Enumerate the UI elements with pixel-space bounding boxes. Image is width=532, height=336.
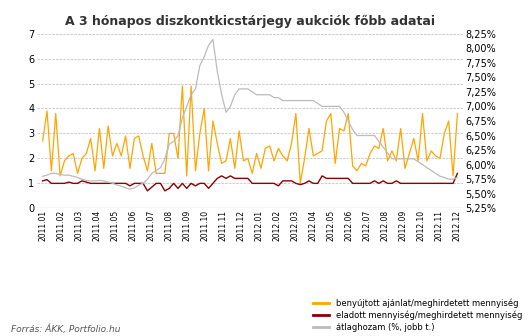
Title: A 3 hónapos diszkontkicstárjegy aukciók főbb adatai: A 3 hónapos diszkontkicstárjegy aukciók …	[65, 15, 435, 28]
Text: Forrás: ÁKK, Portfolio.hu: Forrás: ÁKK, Portfolio.hu	[11, 325, 120, 334]
Legend: benyújtott ajánlat/meghirdetett mennyiség, eladott mennyiség/meghirdetett mennyi: benyújtott ajánlat/meghirdetett mennyisé…	[313, 299, 522, 332]
